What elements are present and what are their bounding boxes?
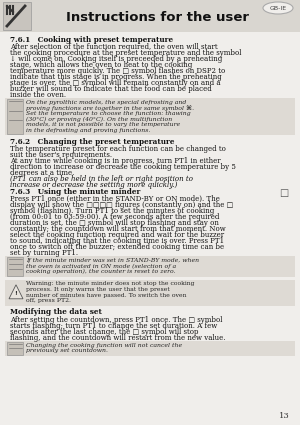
Text: symbol (flashing). Turn PT1 to set the minutes of cooking: symbol (flashing). Turn PT1 to set the m…: [10, 207, 214, 215]
Text: constantly; the countdown will start from that moment. Now: constantly; the countdown will start fro…: [10, 225, 226, 233]
Text: the oven is activated in ON mode (selection of a: the oven is activated in ON mode (select…: [26, 264, 176, 269]
FancyBboxPatch shape: [5, 98, 295, 135]
FancyBboxPatch shape: [5, 280, 295, 306]
Text: !: !: [15, 291, 17, 296]
Text: □: □: [279, 188, 288, 198]
Text: GB-IE: GB-IE: [269, 6, 286, 11]
Text: At any time while cooking is in progress, turn PT1 in either: At any time while cooking is in progress…: [10, 157, 220, 165]
Text: 13: 13: [279, 412, 290, 420]
Text: duration is set, the □ symbol will stop flashing and stay on: duration is set, the □ symbol will stop …: [10, 219, 219, 227]
Text: display will show the □□□□ figures (constantly on) and the □: display will show the □□□□ figures (cons…: [10, 201, 233, 209]
Text: After setting the countdown, press PT1 once. The □ symbol: After setting the countdown, press PT1 o…: [10, 315, 222, 323]
Text: off, press PT2.: off, press PT2.: [26, 298, 71, 303]
Text: number of minutes have passed. To switch the oven: number of minutes have passed. To switch…: [26, 292, 187, 298]
FancyBboxPatch shape: [3, 2, 31, 30]
Text: set by turning PT1.: set by turning PT1.: [10, 249, 78, 257]
Text: increase or decrease the setting more quickly.): increase or decrease the setting more qu…: [10, 181, 177, 189]
Text: On the pyrolthic models, the special defrosting and: On the pyrolthic models, the special def…: [26, 100, 186, 105]
Text: Press PT1 once (either in the STAND-BY or ON mode). The: Press PT1 once (either in the STAND-BY o…: [10, 195, 220, 203]
Text: in the defrosting and proving functions.: in the defrosting and proving functions.: [26, 128, 150, 133]
Text: direction to increase or decrease the cooking temperature by 5: direction to increase or decrease the co…: [10, 163, 236, 171]
Ellipse shape: [263, 2, 293, 14]
FancyBboxPatch shape: [0, 0, 300, 32]
Text: buzzer will sound to indicate that the food can be placed: buzzer will sound to indicate that the f…: [10, 85, 212, 93]
FancyBboxPatch shape: [7, 342, 23, 354]
FancyBboxPatch shape: [7, 99, 23, 134]
Text: (30°C) or proving (40°C). On the multifunction: (30°C) or proving (40°C). On the multifu…: [26, 116, 172, 122]
Text: previously set countdown.: previously set countdown.: [26, 348, 108, 353]
Text: 7.6.2   Changing the preset temperature: 7.6.2 Changing the preset temperature: [10, 138, 175, 146]
Text: Warning: the minute minder does not stop the cooking: Warning: the minute minder does not stop…: [26, 281, 194, 286]
Text: ↓ will come on. Cooking itself is preceeded by a preheating: ↓ will come on. Cooking itself is precee…: [10, 55, 222, 63]
Text: (from 00:01 to 03:59:00). A few seconds after the required: (from 00:01 to 03:59:00). A few seconds …: [10, 213, 219, 221]
Text: 7.6.1   Cooking with preset temperature: 7.6.1 Cooking with preset temperature: [10, 36, 173, 44]
Text: Instructions for the user: Instructions for the user: [67, 11, 250, 23]
Text: models, it is not possible to vary the temperature: models, it is not possible to vary the t…: [26, 122, 180, 127]
Text: (PT1 can also be held in the left or right position to: (PT1 can also be held in the left or rig…: [10, 175, 193, 183]
Text: proving functions are together in the same symbol ⌘.: proving functions are together in the sa…: [26, 105, 194, 111]
Text: cooking operation), the counter is reset to zero.: cooking operation), the counter is reset…: [26, 269, 176, 274]
Text: the cooking procedure at the preset temperature and the symbol: the cooking procedure at the preset temp…: [10, 49, 242, 57]
Text: once to switch off the buzzer; extended cooking time can be: once to switch off the buzzer; extended …: [10, 243, 224, 251]
Text: stage is over, the □ symbol will remain constantly on and a: stage is over, the □ symbol will remain …: [10, 79, 220, 87]
Text: process. It only warns the user that the preset: process. It only warns the user that the…: [26, 287, 170, 292]
Text: 7.6.3   Using the minute minder: 7.6.3 Using the minute minder: [10, 188, 140, 196]
Text: Changing the cooking function will not cancel the: Changing the cooking function will not c…: [26, 343, 182, 348]
Text: degrees at a time.: degrees at a time.: [10, 169, 74, 177]
Text: After selection of the function required, the oven will start: After selection of the function required…: [10, 43, 218, 51]
Text: inside the oven.: inside the oven.: [10, 91, 66, 99]
Text: temperature more quickly. The □ symbol flashes on DSP2 to: temperature more quickly. The □ symbol f…: [10, 67, 225, 75]
Text: seconds after the last change, the □ symbol will stop: seconds after the last change, the □ sym…: [10, 328, 199, 335]
Text: If the minute minder was set in STAND-BY mode, when: If the minute minder was set in STAND-BY…: [26, 258, 199, 263]
Text: select the cooking function required and wait for the buzzer: select the cooking function required and…: [10, 231, 224, 239]
Text: stage, which allows the oven to heat to the cooking: stage, which allows the oven to heat to …: [10, 61, 192, 69]
Text: suit the user's requirements.: suit the user's requirements.: [10, 151, 112, 159]
Text: The temperature preset for each function can be changed to: The temperature preset for each function…: [10, 145, 226, 153]
FancyBboxPatch shape: [5, 256, 295, 277]
FancyBboxPatch shape: [5, 340, 295, 355]
Text: starts flashing; turn PT1 to change the set duration. A few: starts flashing; turn PT1 to change the …: [10, 321, 217, 329]
Polygon shape: [9, 285, 23, 299]
Text: flashing, and the countdown will restart from the new value.: flashing, and the countdown will restart…: [10, 334, 226, 342]
Text: to sound, indicating that the cooking time is over. Press PT1: to sound, indicating that the cooking ti…: [10, 237, 224, 245]
FancyBboxPatch shape: [7, 257, 23, 275]
Text: Modifying the data set: Modifying the data set: [10, 309, 102, 317]
Text: indicate that this stage is in progress. When the preheating: indicate that this stage is in progress.…: [10, 73, 222, 81]
Text: Set the temperature to choose the function: thawing: Set the temperature to choose the functi…: [26, 111, 190, 116]
